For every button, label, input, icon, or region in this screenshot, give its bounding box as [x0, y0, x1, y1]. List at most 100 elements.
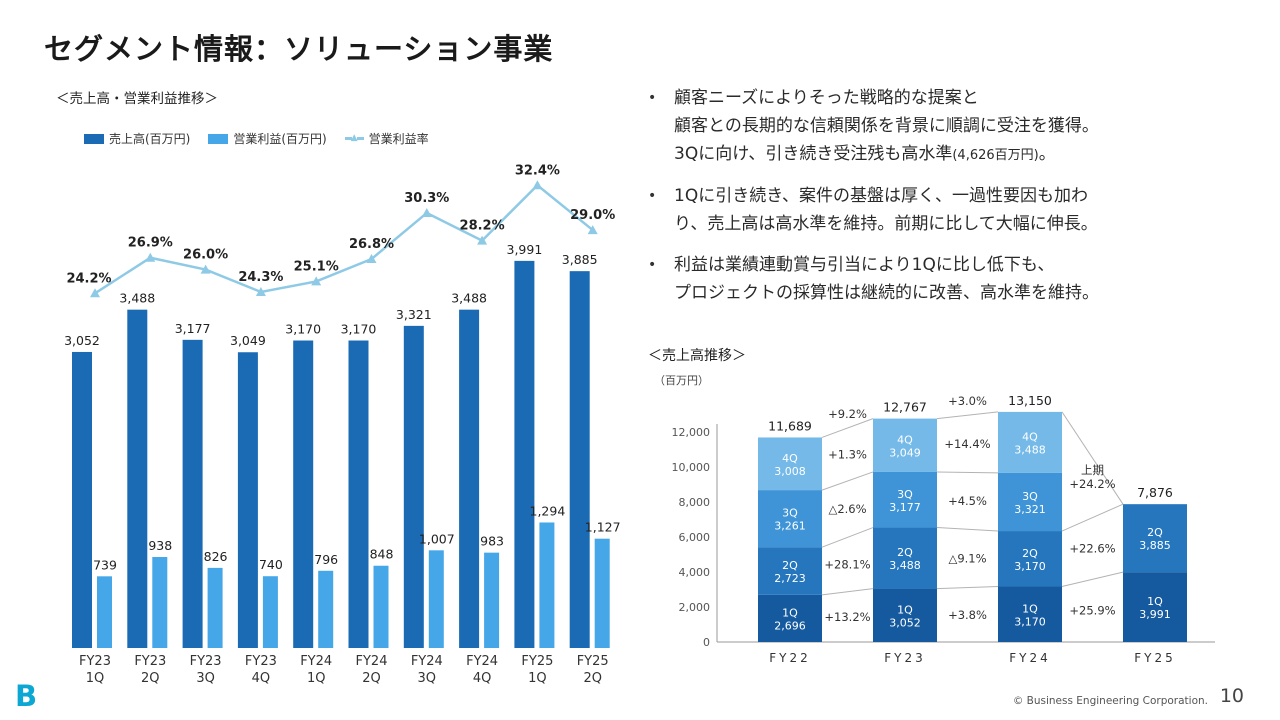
bullet-text-run: 。 — [1038, 144, 1056, 165]
bullet-item: • 顧客ニーズによりそった戦略的な提案と 顧客との長期的な信頼関係を背景に順調に受注… — [648, 84, 1254, 169]
segment-value-label: 3,049 — [889, 446, 921, 459]
growth-label: △9.1% — [948, 551, 986, 565]
bullet-item: • 1Qに引き続き、案件の基盤は厚く、一過性要因も加わ り、売上高は高水準を維持。前… — [648, 182, 1254, 238]
segment-quarter-label: 4Q — [782, 452, 798, 465]
bullet-text: 顧客ニーズによりそった戦略的な提案と 顧客との長期的な信頼関係を背景に順調に受注を… — [674, 84, 1099, 169]
legend-label: 売上高(百万円) — [109, 132, 191, 146]
growth-label: +28.1% — [824, 558, 870, 572]
connector-line — [936, 527, 999, 532]
stacked-chart-title: ＜売上高推移＞ — [648, 348, 746, 364]
connector-line — [936, 411, 999, 420]
company-logo: B — [14, 679, 38, 713]
bullet-text-run: り、売上高は高水準を維持。前期に比して大幅に伸長。 — [674, 213, 1098, 234]
growth-total-label: 上期 — [1081, 463, 1104, 477]
bullet-item: • 利益は業績連動賞与引当により1Qに比し低下も、 プロジェクトの採算性は継続的に改… — [648, 251, 1254, 307]
revenue-value-label: 3,488 — [451, 291, 487, 306]
category-label-year: FY24 — [300, 654, 332, 669]
profit-bar — [428, 550, 444, 648]
category-label-year: FY24 — [411, 654, 443, 669]
revenue-bar — [348, 340, 369, 648]
category-label-quarter: 4Q — [252, 671, 271, 686]
stacked-segment — [758, 490, 822, 548]
margin-line — [94, 183, 594, 295]
category-label-quarter: 2Q — [583, 671, 602, 686]
revenue-value-label: 3,321 — [396, 307, 432, 322]
segment-quarter-label: 2Q — [782, 559, 798, 572]
profit-value-label: 796 — [314, 552, 338, 567]
legend-line-swatch: ▲ — [344, 134, 364, 143]
growth-label: +14.4% — [944, 437, 990, 451]
growth-label: +13.2% — [824, 610, 870, 624]
total-label: 12,767 — [883, 400, 927, 415]
stacked-segment — [873, 588, 937, 642]
connector-line — [821, 471, 874, 491]
stacked-segment — [758, 437, 822, 491]
revenue-bar — [459, 309, 480, 648]
revenue-bar — [237, 352, 258, 648]
bullet-text-run: 利益は業績連動賞与引当により1Qに比し低下も、 — [674, 255, 1055, 276]
bullet-list: • 顧客ニーズによりそった戦略的な提案と 顧客との長期的な信頼関係を背景に順調に受注… — [648, 84, 1254, 321]
category-label-year: FY23 — [134, 654, 166, 669]
profit-value-label: 826 — [204, 549, 228, 564]
stacked-chart-svg: 02,0004,0006,0008,00010,00012,0001Q2,696… — [672, 393, 1215, 665]
bullet-text-run: 3Qに向け、引き続き受注残も高水準 — [674, 144, 953, 165]
y-tick-label: 0 — [703, 636, 710, 649]
growth-total-label: +9.2% — [828, 407, 867, 421]
bullet-text-run: プロジェクトの採算性は継続的に改善、高水準を維持。 — [674, 283, 1099, 304]
margin-marker — [255, 286, 266, 296]
segment-quarter-label: 3Q — [897, 488, 913, 501]
legend-label: 営業利益(百万円) — [233, 132, 327, 146]
segment-quarter-label: 2Q — [1147, 526, 1163, 539]
category-label-quarter: 4Q — [473, 671, 492, 686]
margin-marker — [366, 254, 377, 264]
margin-marker — [421, 207, 432, 217]
segment-quarter-label: 2Q — [897, 546, 913, 559]
margin-pct-label: 28.2% — [460, 219, 505, 234]
revenue-bar — [72, 351, 92, 648]
segment-quarter-label: 3Q — [782, 507, 798, 520]
profit-bar — [373, 565, 389, 648]
combo-chart-legend: 売上高(百万円) 営業利益(百万円) ▲ 営業利益率 — [84, 130, 429, 147]
y-tick-label: 12,000 — [672, 426, 711, 439]
category-label-quarter: 1Q — [86, 671, 105, 686]
y-tick-label: 2,000 — [679, 601, 711, 614]
connector-line — [821, 527, 874, 548]
total-label: 7,876 — [1137, 485, 1173, 500]
segment-value-label: 3,170 — [1014, 560, 1046, 573]
margin-marker — [532, 180, 543, 190]
revenue-value-label: 3,177 — [175, 321, 211, 336]
connector-line — [936, 471, 999, 474]
connector-line — [821, 418, 874, 438]
stacked-segment — [998, 531, 1062, 587]
margin-marker — [587, 225, 598, 235]
growth-total-label: +24.2% — [1069, 477, 1115, 491]
stacked-segment — [873, 418, 937, 472]
profit-value-label: 740 — [259, 557, 283, 572]
segment-value-label: 3,177 — [889, 501, 921, 514]
margin-pct-label: 26.0% — [183, 248, 228, 263]
x-category-label: FY22 — [769, 651, 811, 665]
bullet-dot: • — [648, 187, 657, 204]
category-label-quarter: 1Q — [528, 671, 547, 686]
revenue-bar — [293, 340, 314, 648]
bullet-text: 利益は業績連動賞与引当により1Qに比し低下も、プロジェクトの採算性は継続的に改善… — [674, 251, 1099, 307]
profit-value-label: 739 — [93, 557, 117, 572]
segment-quarter-label: 4Q — [897, 433, 913, 446]
segment-quarter-label: 4Q — [1022, 430, 1038, 443]
stacked-segment — [1123, 504, 1187, 573]
profit-bar — [207, 567, 223, 648]
category-label-quarter: 3Q — [196, 671, 215, 686]
total-label: 13,150 — [1008, 393, 1052, 408]
revenue-bar — [514, 260, 535, 648]
growth-label: +3.8% — [948, 608, 987, 622]
revenue-profit-combo-chart: 3,052 739 FY23 1Q 3,488 938 FY23 2Q 3,177 826 FY23… — [35, 125, 647, 693]
profit-bar — [152, 557, 168, 648]
margin-marker — [90, 288, 100, 298]
growth-label: △2.6% — [828, 502, 866, 516]
legend-label: 営業利益率 — [368, 132, 429, 146]
combo-chart-title: ＜売上高・営業利益推移＞ — [56, 91, 218, 107]
y-tick-label: 10,000 — [672, 461, 711, 474]
margin-pct-label: 26.9% — [128, 236, 173, 251]
legend-item: ▲ 営業利益率 — [344, 130, 429, 147]
connector-line — [1061, 503, 1124, 532]
